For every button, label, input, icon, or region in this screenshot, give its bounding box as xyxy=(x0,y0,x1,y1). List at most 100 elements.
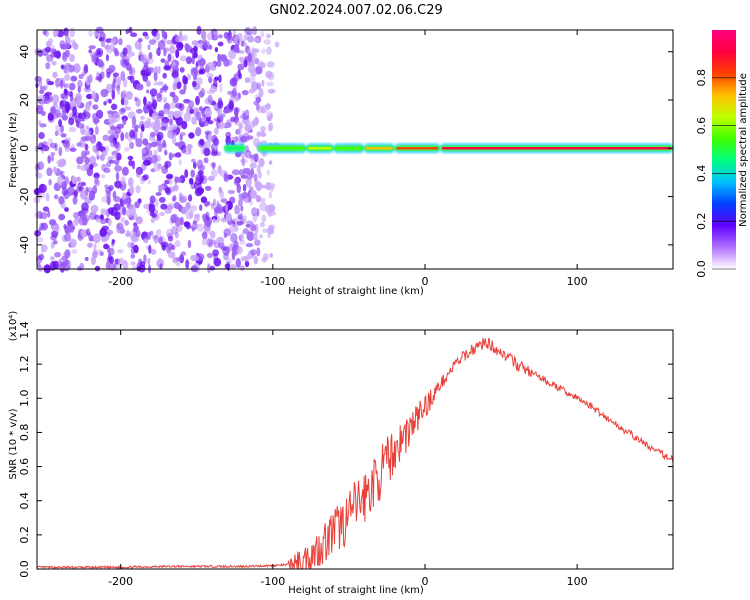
spectrogram-noise-cell xyxy=(229,77,238,87)
spectrogram-noise-cell xyxy=(209,230,216,239)
spectrogram-noise-cell xyxy=(269,253,274,258)
spectrogram-noise-cell xyxy=(120,71,126,81)
signal-band-core xyxy=(442,147,671,150)
spectrogram-noise-cell xyxy=(65,65,70,75)
spectrogram-noise-cell xyxy=(109,256,114,265)
spectrogram-noise-cell xyxy=(49,44,56,52)
spectrogram-noise-cell xyxy=(59,100,64,110)
spectrogram-noise-cell xyxy=(212,249,220,257)
spectrogram-noise-cell xyxy=(207,175,215,181)
spectrogram-noise-cell xyxy=(223,232,228,238)
spectrogram-noise-cell xyxy=(169,102,177,109)
spectrogram-frame xyxy=(36,29,674,270)
spectrogram-noise-cell xyxy=(122,192,126,201)
spectrogram-noise-cell xyxy=(110,39,114,44)
spectrogram-noise-cell xyxy=(268,89,274,94)
spectrogram-noise-cell xyxy=(225,246,230,254)
spectrogram-noise-cell xyxy=(156,48,160,56)
spectrogram-noise-cell xyxy=(47,138,54,147)
spectrogram-noise-cell xyxy=(148,39,156,45)
signal-band-core xyxy=(366,147,393,150)
spectrogram-noise-cell xyxy=(91,90,96,101)
spectrogram-noise-cell xyxy=(84,156,90,165)
spectrogram-noise-cell xyxy=(124,219,129,226)
spectrogram-noise-cell xyxy=(173,184,179,192)
spectrogram-noise-cell xyxy=(93,248,98,258)
spectrogram-noise-cell xyxy=(122,78,128,88)
spectrogram-noise-cell xyxy=(58,213,66,221)
spectrogram-noise-cell xyxy=(230,233,238,243)
spectrogram-noise-cell xyxy=(156,93,162,99)
signal-band-core xyxy=(226,147,244,150)
spectrogram-noise-cell xyxy=(132,265,137,271)
spectrogram-noise-cell xyxy=(95,218,102,223)
spectrogram-noise-cell xyxy=(180,251,187,256)
spectrogram-noise-cell xyxy=(223,173,228,182)
spectrogram-noise-cell xyxy=(214,76,219,81)
spectrogram-noise-cell xyxy=(142,174,149,181)
spectrogram-noise-cell xyxy=(228,49,237,60)
spectrogram-noise-cell xyxy=(130,32,138,37)
snr-x-label: Height of straight line (km) xyxy=(288,585,424,596)
spectrogram-noise-cell xyxy=(161,85,169,91)
spectrogram-noise-cell xyxy=(195,95,200,106)
spectrogram-noise-cell xyxy=(34,76,43,83)
spectrogram-noise-cell xyxy=(172,65,179,74)
spectrogram-noise-cell xyxy=(200,196,208,204)
spectrogram-noise-cell xyxy=(150,121,157,129)
spectrogram-noise-cell xyxy=(253,232,258,241)
spectrogram-noise-cell xyxy=(100,208,107,216)
spectrogram-noise-cell xyxy=(175,116,184,126)
spectrogram-noise-cell xyxy=(193,74,197,81)
spectrogram-noise-cell xyxy=(112,190,117,200)
spectrogram-noise-cell xyxy=(54,251,61,258)
spectrogram-noise-cell xyxy=(149,230,154,236)
spectrogram-noise-cell xyxy=(237,127,243,135)
spectrogram-noise-cell xyxy=(162,139,167,148)
spectrogram-noise-cell xyxy=(106,161,112,168)
spectrogram-noise-cell xyxy=(205,235,210,245)
spectrogram-noise-cell xyxy=(210,151,219,157)
spectrogram-noise-cell xyxy=(201,238,208,246)
y-tick-label: 20 xyxy=(18,93,31,107)
spectrogram-noise-cell xyxy=(141,147,149,157)
spectrogram-noise-cell xyxy=(71,113,77,118)
spectrogram-noise-cell xyxy=(217,111,222,117)
spectrogram-noise-cell xyxy=(73,189,78,198)
spectrogram-noise-cell xyxy=(262,228,268,234)
spectrogram-noise-cell xyxy=(224,122,232,128)
spectrogram-noise-cell xyxy=(231,169,240,176)
spectrogram-noise-cell xyxy=(214,47,219,53)
spectrogram-noise-cell xyxy=(146,89,150,94)
spectrogram-noise-cell xyxy=(193,45,198,52)
spectrogram-noise-cell xyxy=(237,214,243,220)
spectrogram-noise-cell xyxy=(37,161,45,171)
spectrogram-noise-cell xyxy=(216,60,222,67)
spectrogram-noise-cell xyxy=(266,111,273,119)
snr-y-multiplier: (x10⁴) xyxy=(8,311,19,342)
spectrogram-noise-cell xyxy=(156,258,165,268)
spectrogram-noise-cell xyxy=(218,121,226,129)
spectrogram-noise-cell xyxy=(139,131,143,140)
spectrogram-noise-cell xyxy=(227,189,236,195)
spectrogram-noise-cell xyxy=(84,256,89,262)
spectrogram-noise-cell xyxy=(135,98,141,108)
spectrogram-noise-cell xyxy=(200,87,206,97)
spectrogram-noise-cell xyxy=(220,198,228,203)
spectrogram-noise-cell xyxy=(201,30,207,40)
spectrogram-noise-cell xyxy=(63,88,68,96)
spectrogram-noise-cell xyxy=(245,145,249,153)
spectrogram-noise-cell xyxy=(146,104,151,110)
spectrogram-noise-cell xyxy=(50,256,55,261)
spectrogram-noise-cell xyxy=(150,217,155,224)
x-tick-label: -100 xyxy=(260,575,285,588)
spectrogram-noise-cell xyxy=(196,159,204,169)
spectrogram-noise-cell xyxy=(112,72,120,77)
snr-background xyxy=(37,330,673,569)
spectrogram-noise-cell xyxy=(69,147,77,152)
spectrogram-noise-cell xyxy=(42,99,51,104)
spectrogram-noise-cell xyxy=(71,248,78,254)
spectrogram-noise-cell xyxy=(245,110,250,116)
spectrogram-noise-cell xyxy=(162,72,167,79)
spectrogram-noise-cell xyxy=(174,36,181,42)
